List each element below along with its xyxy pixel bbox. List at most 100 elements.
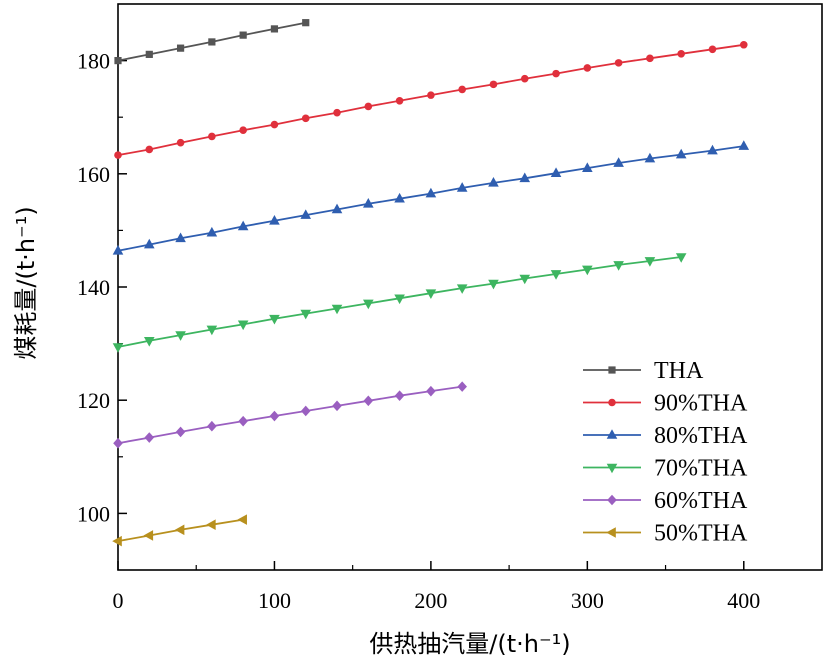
data-point [208, 38, 216, 46]
data-point [708, 45, 717, 54]
legend-label: THA [654, 358, 704, 384]
data-point [425, 289, 437, 300]
data-point [363, 299, 374, 310]
data-point [175, 331, 186, 341]
legend-label: 50%THA [654, 521, 748, 547]
data-point [520, 74, 529, 83]
data-point [613, 157, 624, 167]
data-point [113, 437, 123, 449]
data-point [175, 232, 186, 243]
legend-marker [606, 463, 618, 474]
data-point [239, 126, 247, 135]
series-line [117, 385, 463, 445]
data-point [614, 59, 623, 67]
data-point [332, 400, 342, 412]
data-point [206, 226, 218, 237]
series-layer [112, 19, 750, 547]
data-point [675, 148, 687, 159]
data-point [207, 420, 217, 432]
data-point [646, 54, 654, 63]
data-point [145, 50, 153, 58]
data-point [269, 314, 280, 325]
x-tick-label: 200 [414, 588, 447, 613]
data-point [425, 187, 437, 198]
data-point [707, 144, 718, 155]
legend-entry: THA [583, 358, 704, 384]
axes: 0 100 200 300 400 100 120 140 160 180 [77, 3, 823, 613]
legend-entry: 90%THA [583, 391, 748, 417]
data-point [426, 385, 436, 397]
x-tick-label: 300 [571, 588, 604, 613]
legend-entry: 70%THA [583, 456, 748, 482]
x-tick-label: 0 [113, 588, 124, 613]
y-tick-label: 160 [77, 162, 110, 187]
data-point [300, 309, 312, 320]
y-tick-label: 120 [77, 388, 110, 413]
series-tha [114, 19, 310, 65]
x-tick-label: 100 [258, 588, 291, 613]
y-tick-label: 180 [77, 49, 110, 74]
data-point [237, 220, 249, 231]
data-point [488, 279, 499, 290]
data-point [458, 85, 466, 94]
data-point [208, 132, 216, 141]
series-70pct-tha [112, 253, 687, 353]
legend-label: 80%THA [654, 423, 748, 449]
data-point [301, 114, 310, 123]
data-point [300, 209, 312, 219]
data-point [363, 395, 374, 407]
legend-marker [606, 527, 616, 538]
data-point [270, 25, 279, 33]
data-point [237, 514, 247, 525]
data-point [269, 410, 280, 422]
data-point [143, 530, 154, 541]
data-point [114, 151, 122, 159]
data-point [331, 203, 343, 214]
data-point [300, 405, 311, 417]
data-point [582, 265, 593, 276]
series-90pct-tha [114, 40, 748, 159]
data-point [583, 64, 592, 72]
series-50pct-tha [112, 514, 247, 547]
legend-label: 70%THA [654, 456, 748, 482]
data-point [114, 57, 122, 65]
data-point [644, 257, 656, 267]
data-point [269, 214, 280, 225]
data-point [238, 415, 248, 427]
data-point [206, 519, 216, 531]
legend-label: 60%THA [654, 488, 748, 514]
data-point [206, 325, 218, 336]
data-point [112, 535, 122, 547]
data-point [675, 253, 687, 263]
data-point [613, 261, 624, 271]
data-point [237, 320, 249, 331]
data-point [364, 102, 373, 111]
data-point [488, 177, 499, 187]
data-point [394, 192, 405, 203]
data-point [427, 91, 435, 99]
legend-marker [606, 429, 618, 439]
data-point [176, 138, 185, 147]
series-60pct-tha [113, 381, 467, 449]
legend-entry: 60%THA [583, 488, 748, 514]
data-point [112, 244, 124, 255]
legend-marker [607, 494, 617, 506]
y-axis-title: 煤耗量/(t·h⁻¹) [12, 206, 40, 359]
data-point [489, 80, 498, 89]
data-point [550, 167, 562, 178]
data-point [739, 40, 748, 49]
data-point [239, 31, 247, 39]
data-point [112, 343, 124, 353]
data-point [677, 50, 685, 58]
data-point [333, 108, 341, 117]
legend-marker [608, 366, 616, 374]
data-point [394, 390, 405, 401]
legend-label: 90%THA [654, 391, 748, 417]
data-point [395, 96, 404, 105]
data-point [145, 145, 154, 154]
y-tick-label: 100 [77, 501, 110, 526]
y-tick-label: 140 [77, 275, 110, 300]
data-point [174, 524, 185, 536]
x-tick-label: 400 [727, 588, 760, 613]
data-point [644, 152, 656, 163]
